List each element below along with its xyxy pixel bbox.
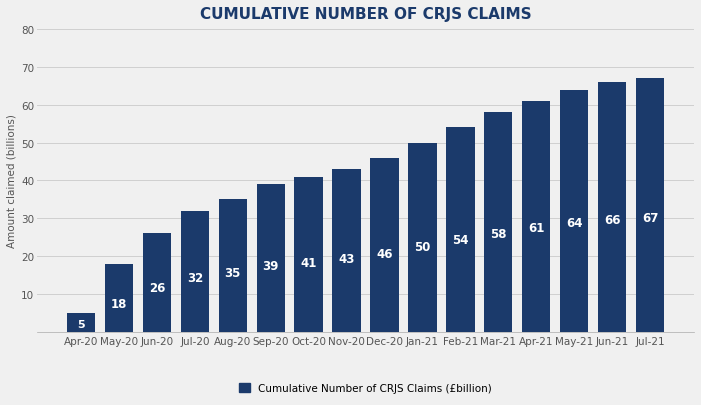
- Bar: [598, 83, 626, 332]
- Bar: [522, 102, 550, 332]
- Text: 64: 64: [566, 217, 583, 230]
- Bar: [408, 143, 437, 332]
- Bar: [181, 211, 209, 332]
- Bar: [219, 200, 247, 332]
- Bar: [294, 177, 323, 332]
- Text: 43: 43: [339, 253, 355, 266]
- Legend: Cumulative Number of CRJS Claims (£billion): Cumulative Number of CRJS Claims (£billi…: [239, 384, 492, 393]
- Text: 58: 58: [490, 227, 507, 240]
- Text: 46: 46: [376, 247, 393, 260]
- Text: 18: 18: [111, 297, 127, 310]
- Y-axis label: Amount claimed (billions): Amount claimed (billions): [7, 114, 17, 248]
- Text: 67: 67: [642, 212, 658, 225]
- Bar: [332, 170, 361, 332]
- Bar: [560, 90, 588, 332]
- Bar: [257, 185, 285, 332]
- Text: 26: 26: [149, 281, 165, 294]
- Text: 39: 39: [263, 259, 279, 272]
- Title: CUMULATIVE NUMBER OF CRJS CLAIMS: CUMULATIVE NUMBER OF CRJS CLAIMS: [200, 7, 531, 22]
- Text: 50: 50: [414, 241, 430, 254]
- Bar: [105, 264, 133, 332]
- Bar: [636, 79, 664, 332]
- Bar: [143, 234, 171, 332]
- Text: 54: 54: [452, 234, 468, 247]
- Bar: [370, 158, 399, 332]
- Bar: [484, 113, 512, 332]
- Text: 66: 66: [604, 213, 620, 226]
- Text: 35: 35: [224, 266, 241, 279]
- Text: 5: 5: [77, 320, 85, 330]
- Bar: [446, 128, 475, 332]
- Text: 61: 61: [528, 222, 545, 235]
- Text: 32: 32: [186, 271, 203, 284]
- Text: 41: 41: [301, 256, 317, 269]
- Bar: [67, 313, 95, 332]
